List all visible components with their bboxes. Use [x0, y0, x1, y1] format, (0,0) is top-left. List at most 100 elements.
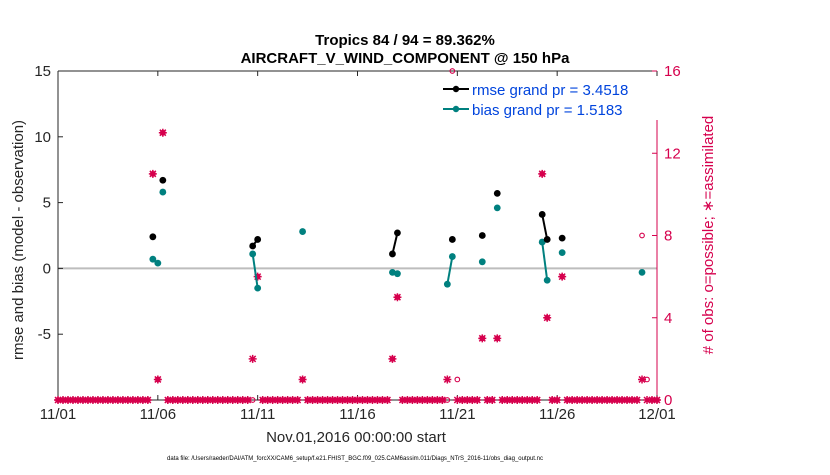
legend: rmse grand pr = 3.4518 bias grand pr = 1…	[440, 76, 658, 120]
obs-assimilated-marker	[463, 396, 472, 404]
bias-point	[543, 276, 551, 284]
obs-assimilated-marker	[313, 396, 322, 404]
obs-assimilated-marker	[223, 396, 232, 404]
obs-assimilated-marker	[108, 396, 117, 404]
obs-assimilated-marker	[253, 272, 262, 281]
y-left-tick-label: 10	[34, 129, 51, 146]
obs-assimilated-marker	[138, 396, 147, 404]
obs-assimilated-marker	[533, 396, 542, 404]
obs-assimilated-marker	[573, 396, 582, 404]
obs-assimilated-marker	[178, 396, 187, 404]
y-right-tick-label: 8	[664, 228, 672, 245]
obs-assimilated-marker	[68, 396, 77, 404]
obs-assimilated-marker	[598, 396, 607, 404]
x-tick-label: 11/26	[539, 406, 575, 423]
x-tick-label: 11/06	[140, 406, 176, 423]
obs-assimilated-marker	[158, 128, 167, 137]
obs-assimilated-marker	[413, 396, 422, 404]
bias-point	[299, 228, 306, 235]
obs-assimilated-marker	[408, 396, 417, 404]
obs-assimilated-marker	[373, 396, 382, 404]
obs-assimilated-marker	[608, 396, 617, 404]
obs-assimilated-marker	[513, 396, 522, 404]
rmse-point	[538, 211, 546, 218]
obs-assimilated-marker	[258, 396, 267, 404]
obs-assimilated-marker	[273, 396, 282, 404]
obs-assimilated-marker	[378, 396, 387, 404]
y-right-tick-label: 16	[664, 63, 681, 80]
obs-assimilated-marker	[278, 396, 287, 404]
y-right-tick-label: 0	[664, 392, 672, 409]
obs-assimilated-marker	[83, 396, 92, 404]
obs-assimilated-marker	[228, 396, 237, 404]
obs-assimilated-marker	[113, 396, 122, 404]
obs-assimilated-marker	[203, 396, 212, 404]
obs-assimilated-marker	[298, 375, 307, 384]
x-tick-label: 12/01	[638, 406, 676, 423]
x-tick-label: 11/11	[240, 406, 275, 423]
y-left-tick-label: -5	[38, 326, 51, 343]
y-axis-left-label: rmse and bias (model - observation)	[10, 120, 27, 360]
bias-point	[558, 249, 566, 257]
obs-assimilated-marker	[453, 396, 462, 404]
bias-point	[478, 258, 486, 266]
obs-assimilated-marker	[498, 396, 507, 404]
obs-assimilated-marker	[248, 354, 257, 363]
obs-assimilated-marker	[218, 396, 227, 404]
obs-assimilated-marker	[153, 375, 162, 384]
obs-assimilated-marker	[348, 396, 357, 404]
obs-assimilated-marker	[648, 396, 657, 404]
obs-assimilated-marker	[358, 396, 367, 404]
obs-assimilated-marker	[518, 396, 527, 404]
obs-assimilated-marker	[538, 169, 547, 178]
legend-rmse-marker	[452, 85, 460, 93]
obs-assimilated-marker	[398, 396, 407, 404]
obs-assimilated-marker	[558, 272, 567, 281]
obs-assimilated-marker	[343, 396, 352, 404]
obs-assimilated-marker	[78, 396, 87, 404]
bias-point	[538, 238, 546, 246]
bias-point	[443, 280, 451, 288]
obs-assimilated-marker	[483, 396, 492, 404]
obs-assimilated-marker	[238, 396, 247, 404]
x-axis-label: Nov.01,2016 00:00:00 start	[266, 429, 447, 446]
bias-point	[638, 268, 646, 276]
obs-assimilated-marker	[123, 396, 132, 404]
obs-assimilated-marker	[148, 169, 157, 178]
rmse-point	[558, 234, 566, 242]
obs-assimilated-marker	[393, 293, 402, 302]
obs-assimilated-marker	[493, 334, 502, 343]
obs-assimilated-marker	[433, 396, 442, 404]
y-left-tick-label: 15	[34, 63, 51, 80]
bias-line	[541, 241, 549, 281]
rmse-point	[249, 242, 257, 250]
obs-assimilated-marker	[403, 396, 412, 404]
obs-assimilated-marker	[593, 396, 602, 404]
obs-assimilated-marker	[353, 396, 362, 404]
obs-assimilated-marker	[103, 396, 112, 404]
obs-assimilated-marker	[563, 396, 572, 404]
bias-point	[254, 284, 262, 292]
rmse-point	[389, 250, 396, 258]
obs-assimilated-marker	[653, 396, 661, 404]
obs-assimilated-marker	[363, 396, 372, 404]
obs-assimilated-marker	[338, 396, 347, 404]
obs-assimilated-marker	[328, 396, 337, 404]
x-tick-label: 11/16	[339, 406, 375, 423]
obs-assimilated-marker	[308, 396, 317, 404]
obs-assimilated-marker	[388, 354, 397, 363]
obs-assimilated-marker	[288, 396, 297, 404]
obs-assimilated-marker	[503, 396, 512, 404]
obs-assimilated-marker	[508, 396, 517, 404]
rmse-point	[159, 176, 167, 184]
obs-assimilated-marker	[73, 396, 82, 404]
chart-title-line1: Tropics 84 / 94 = 89.362%	[315, 32, 495, 49]
obs-assimilated-marker	[233, 396, 242, 404]
obs-assimilated-marker	[198, 396, 207, 404]
obs-assimilated-marker	[543, 313, 552, 322]
rmse-point	[149, 233, 157, 241]
rmse-line	[541, 214, 549, 240]
bias-point	[159, 188, 167, 196]
data-file-footnote: data file: /Users/raeder/DAI/ATM_forcXX/…	[167, 456, 543, 462]
